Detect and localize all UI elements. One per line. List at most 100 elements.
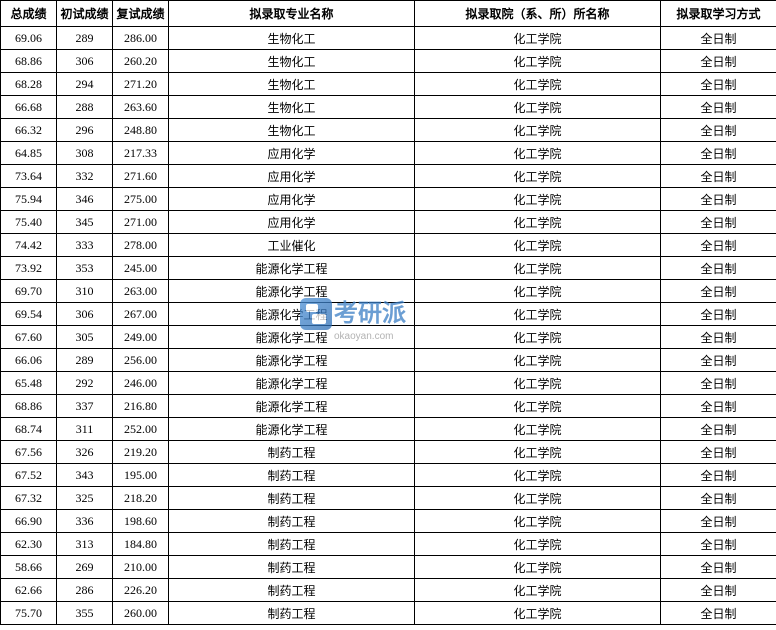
table-row: 68.74311252.00能源化学工程化工学院全日制 [1,418,776,441]
cell-initial: 336 [57,510,113,533]
table-row: 68.86306260.20生物化工化工学院全日制 [1,50,776,73]
table-row: 62.30313184.80制药工程化工学院全日制 [1,533,776,556]
cell-total: 68.86 [1,50,57,73]
cell-retest: 275.00 [113,188,169,211]
cell-total: 66.68 [1,96,57,119]
cell-initial: 289 [57,349,113,372]
cell-mode: 全日制 [661,395,776,418]
cell-initial: 332 [57,165,113,188]
cell-mode: 全日制 [661,303,776,326]
cell-total: 75.70 [1,602,57,625]
cell-mode: 全日制 [661,579,776,602]
table-row: 73.64332271.60应用化学化工学院全日制 [1,165,776,188]
cell-mode: 全日制 [661,119,776,142]
table-row: 73.92353245.00能源化学工程化工学院全日制 [1,257,776,280]
cell-dept: 化工学院 [415,533,661,556]
cell-mode: 全日制 [661,188,776,211]
cell-retest: 219.20 [113,441,169,464]
cell-dept: 化工学院 [415,50,661,73]
table-row: 69.70310263.00能源化学工程化工学院全日制 [1,280,776,303]
cell-total: 67.60 [1,326,57,349]
cell-initial: 345 [57,211,113,234]
cell-dept: 化工学院 [415,372,661,395]
cell-initial: 286 [57,579,113,602]
cell-dept: 化工学院 [415,464,661,487]
cell-retest: 271.60 [113,165,169,188]
cell-dept: 化工学院 [415,418,661,441]
cell-total: 62.30 [1,533,57,556]
cell-major: 应用化学 [169,211,415,234]
cell-major: 制药工程 [169,579,415,602]
table-row: 68.28294271.20生物化工化工学院全日制 [1,73,776,96]
cell-dept: 化工学院 [415,27,661,50]
cell-mode: 全日制 [661,326,776,349]
cell-total: 66.90 [1,510,57,533]
cell-initial: 346 [57,188,113,211]
table-row: 65.48292246.00能源化学工程化工学院全日制 [1,372,776,395]
cell-major: 能源化学工程 [169,280,415,303]
cell-mode: 全日制 [661,280,776,303]
table-row: 66.90336198.60制药工程化工学院全日制 [1,510,776,533]
cell-total: 69.06 [1,27,57,50]
cell-mode: 全日制 [661,556,776,579]
table-row: 66.68288263.60生物化工化工学院全日制 [1,96,776,119]
cell-major: 制药工程 [169,441,415,464]
cell-retest: 198.60 [113,510,169,533]
cell-dept: 化工学院 [415,119,661,142]
cell-retest: 218.20 [113,487,169,510]
cell-major: 能源化学工程 [169,326,415,349]
cell-major: 生物化工 [169,50,415,73]
table-row: 67.32325218.20制药工程化工学院全日制 [1,487,776,510]
admission-table: 总成绩 初试成绩 复试成绩 拟录取专业名称 拟录取院（系、所）所名称 拟录取学习… [0,0,776,625]
cell-retest: 217.33 [113,142,169,165]
table-body: 69.06289286.00生物化工化工学院全日制68.86306260.20生… [1,27,776,625]
cell-initial: 306 [57,50,113,73]
cell-retest: 286.00 [113,27,169,50]
cell-initial: 308 [57,142,113,165]
cell-initial: 313 [57,533,113,556]
table-row: 75.40345271.00应用化学化工学院全日制 [1,211,776,234]
cell-mode: 全日制 [661,602,776,625]
cell-total: 58.66 [1,556,57,579]
cell-initial: 325 [57,487,113,510]
cell-total: 68.74 [1,418,57,441]
cell-dept: 化工学院 [415,188,661,211]
cell-initial: 337 [57,395,113,418]
table-row: 66.32296248.80生物化工化工学院全日制 [1,119,776,142]
cell-major: 能源化学工程 [169,372,415,395]
cell-total: 73.64 [1,165,57,188]
table-row: 75.70355260.00制药工程化工学院全日制 [1,602,776,625]
cell-retest: 260.20 [113,50,169,73]
table-row: 69.54306267.00能源化学工程化工学院全日制 [1,303,776,326]
table-row: 64.85308217.33应用化学化工学院全日制 [1,142,776,165]
cell-major: 工业催化 [169,234,415,257]
table-row: 69.06289286.00生物化工化工学院全日制 [1,27,776,50]
table-row: 66.06289256.00能源化学工程化工学院全日制 [1,349,776,372]
cell-initial: 288 [57,96,113,119]
cell-initial: 305 [57,326,113,349]
cell-retest: 226.20 [113,579,169,602]
cell-dept: 化工学院 [415,487,661,510]
cell-dept: 化工学院 [415,234,661,257]
cell-major: 应用化学 [169,142,415,165]
cell-initial: 355 [57,602,113,625]
cell-retest: 184.80 [113,533,169,556]
table-row: 75.94346275.00应用化学化工学院全日制 [1,188,776,211]
cell-initial: 294 [57,73,113,96]
table-row: 62.66286226.20制药工程化工学院全日制 [1,579,776,602]
cell-total: 67.32 [1,487,57,510]
cell-retest: 271.20 [113,73,169,96]
cell-retest: 271.00 [113,211,169,234]
cell-total: 73.92 [1,257,57,280]
table-header: 总成绩 初试成绩 复试成绩 拟录取专业名称 拟录取院（系、所）所名称 拟录取学习… [1,1,776,27]
cell-total: 69.54 [1,303,57,326]
table-row: 67.56326219.20制药工程化工学院全日制 [1,441,776,464]
cell-major: 制药工程 [169,487,415,510]
cell-mode: 全日制 [661,533,776,556]
cell-dept: 化工学院 [415,602,661,625]
cell-major: 应用化学 [169,165,415,188]
cell-mode: 全日制 [661,510,776,533]
table-row: 74.42333278.00工业催化化工学院全日制 [1,234,776,257]
cell-initial: 311 [57,418,113,441]
cell-retest: 210.00 [113,556,169,579]
